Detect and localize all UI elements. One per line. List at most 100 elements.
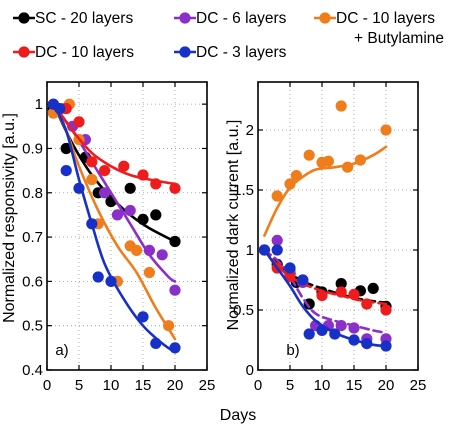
y-tick-label: 0 <box>246 362 254 379</box>
data-point <box>92 271 104 283</box>
x-tick-label: 10 <box>103 377 120 394</box>
y-tick-label: 0.9 <box>22 140 43 157</box>
data-point <box>169 284 181 296</box>
data-point <box>380 304 392 316</box>
data-point <box>335 100 347 112</box>
series-4 <box>258 244 392 352</box>
data-point <box>335 286 347 298</box>
data-point <box>118 160 130 172</box>
legend-item: DC - 10 layers <box>13 44 134 61</box>
series-3 <box>47 98 181 194</box>
data-point <box>169 182 181 194</box>
x-tick-label: 15 <box>346 377 363 394</box>
x-tick-label: 20 <box>167 377 184 394</box>
legend-marker <box>319 12 331 24</box>
data-point <box>137 213 149 225</box>
series-4 <box>47 98 181 354</box>
data-point <box>60 165 72 177</box>
legend-item: SC - 20 layers <box>13 10 133 27</box>
data-point <box>99 165 111 177</box>
data-point <box>86 156 98 168</box>
data-point <box>335 278 347 290</box>
y-tick-label: 1 <box>246 242 254 259</box>
y-tick-label: 1 <box>35 96 43 113</box>
data-point <box>86 218 98 230</box>
data-point <box>99 187 111 199</box>
data-point <box>284 178 296 190</box>
x-tick-label: 5 <box>75 377 83 394</box>
data-point <box>124 204 136 217</box>
panel-label: a) <box>55 342 68 359</box>
legend-marker <box>179 12 191 24</box>
y-axis-label: Normalized dark current [a.u.] <box>225 120 242 331</box>
fit-curve <box>52 102 177 186</box>
legend-label: DC - 10 layers <box>35 44 134 61</box>
x-tick-label: 10 <box>314 377 331 394</box>
legend-label: DC - 3 layers <box>196 44 287 61</box>
y-tick-label: 2 <box>246 122 254 139</box>
x-tick-label: 25 <box>410 377 427 394</box>
legend-label: SC - 20 layers <box>35 10 133 27</box>
y-tick-label: 0.7 <box>22 229 43 246</box>
data-point <box>143 244 155 256</box>
data-point <box>361 338 373 350</box>
legend-marker <box>179 46 191 58</box>
legend-label-line2: + Butylamine <box>354 30 444 47</box>
data-point <box>271 190 283 202</box>
legend-marker <box>18 12 30 24</box>
data-point <box>111 209 123 221</box>
data-point <box>150 337 162 349</box>
data-point <box>60 142 72 155</box>
data-point <box>150 178 162 190</box>
legend-label: DC - 10 layers <box>336 10 435 27</box>
data-point <box>169 235 181 248</box>
x-tick-label: 25 <box>199 377 216 394</box>
x-tick-label: 5 <box>286 377 294 394</box>
data-point <box>258 244 270 256</box>
data-point <box>54 103 66 115</box>
data-point <box>348 334 360 346</box>
data-point <box>73 116 85 128</box>
legend-item: DC - 3 layers <box>174 44 287 61</box>
data-point <box>335 320 347 332</box>
y-tick-label: 1.5 <box>233 182 254 199</box>
data-point <box>290 170 302 182</box>
y-axis-label: Normalized responsivity [a.u.] <box>1 113 18 323</box>
y-tick-label: 0.8 <box>22 185 43 202</box>
y-tick-label: 0.5 <box>233 302 254 319</box>
shared-x-axis-label: Days <box>220 407 256 424</box>
x-tick-label: 0 <box>43 377 51 394</box>
data-point <box>143 266 155 279</box>
legend-item: DC - 6 layers <box>174 10 287 27</box>
data-point <box>137 169 149 181</box>
data-point <box>303 149 315 161</box>
data-point <box>367 282 379 294</box>
y-tick-label: 0.5 <box>22 318 43 335</box>
data-point <box>150 209 162 221</box>
panel-a-responsivity: 0 5 10 15 20 25 0.4 0.5 0.6 0.7 0.8 0.9 1 Normalized … <box>1 81 216 394</box>
plot-frame <box>46 81 208 371</box>
panel-label: b) <box>286 342 299 359</box>
data-point <box>380 340 392 352</box>
legend-item: DC - 10 layers + Butylamine <box>314 10 444 47</box>
data-point <box>271 234 283 246</box>
data-point <box>137 311 149 323</box>
plot-frame <box>257 81 419 371</box>
data-point <box>348 322 360 334</box>
data-point <box>105 275 117 287</box>
data-point <box>163 320 175 332</box>
series-3 <box>263 248 392 316</box>
data-point <box>322 155 334 167</box>
data-point <box>380 124 392 136</box>
series-2 <box>258 100 392 256</box>
data-point <box>354 154 366 166</box>
x-tick-label: 15 <box>135 377 152 394</box>
data-point <box>342 161 354 173</box>
data-point <box>316 290 328 302</box>
data-point <box>303 328 315 340</box>
data-point <box>284 270 296 282</box>
data-point <box>124 182 136 194</box>
x-tick-label: 0 <box>254 377 262 394</box>
